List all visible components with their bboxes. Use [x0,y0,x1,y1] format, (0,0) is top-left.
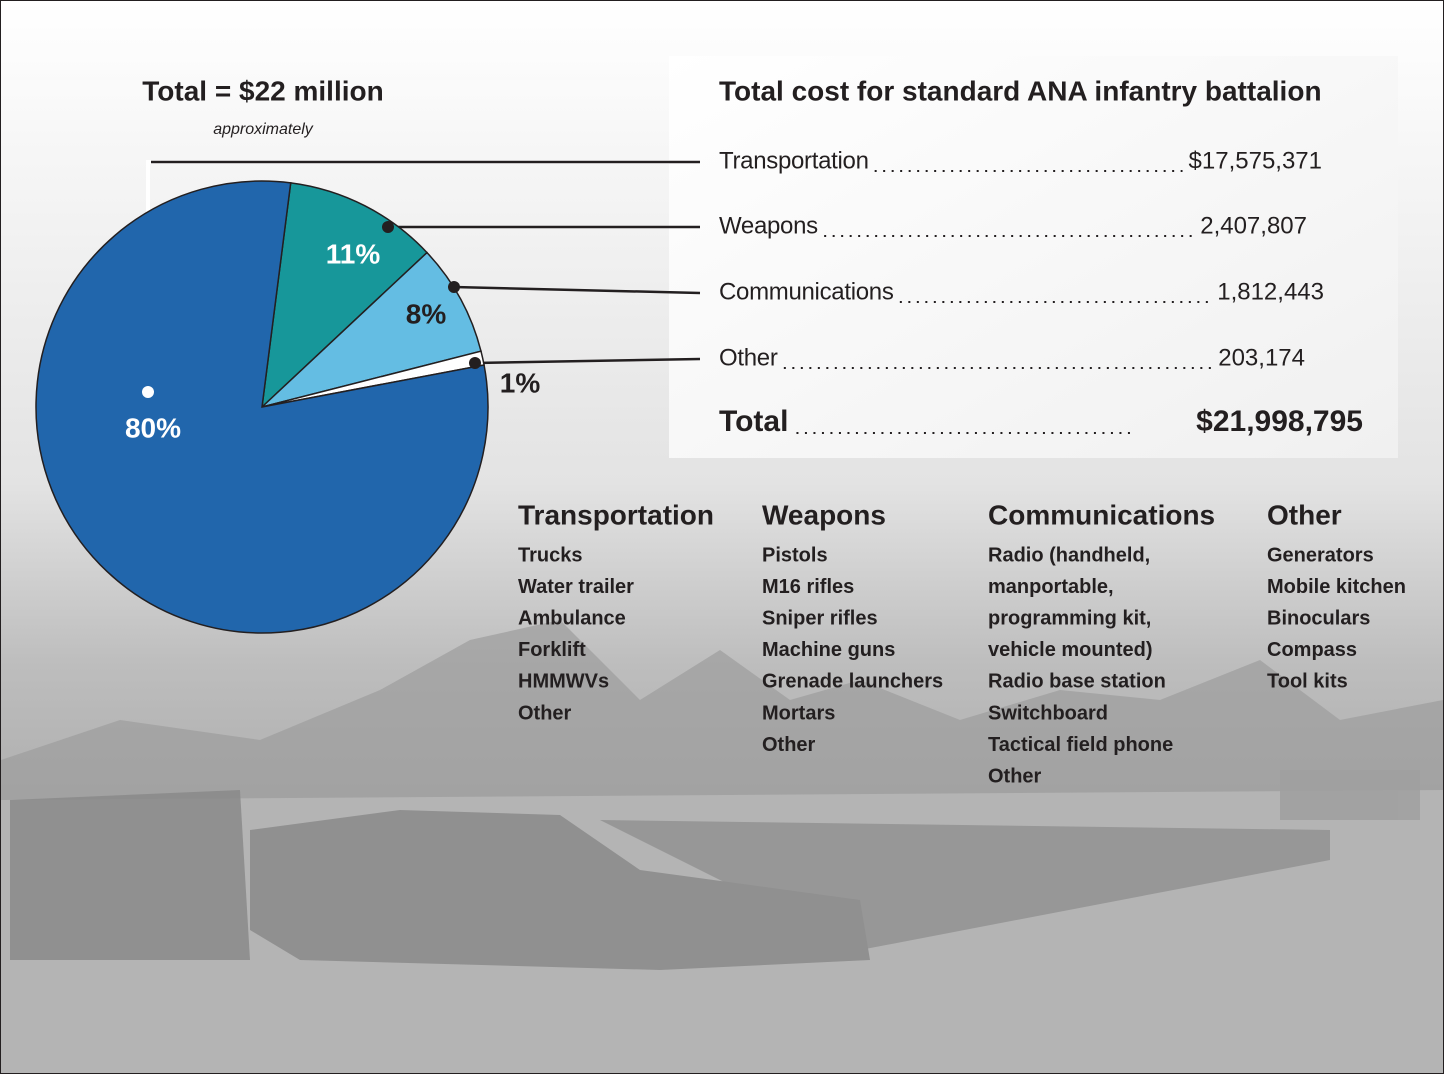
slice-label: 8% [406,298,447,329]
list-item: Mobile kitchen [1267,576,1406,598]
chart-title: Total = $22 million [142,75,383,106]
list-item: Compass [1267,639,1357,661]
list-item: Trucks [518,544,582,566]
list-item: Sniper rifles [762,607,878,629]
leader-dot [382,221,394,233]
list-item: Other [762,734,816,756]
list-item: Pistols [762,544,828,566]
row-amount: 2,407,807 [1200,212,1307,239]
list-item: Machine guns [762,639,895,661]
list-item: Switchboard [988,702,1108,724]
overlay: 11% 8% 1% 80% [125,221,540,443]
list-item: Generators [1267,544,1374,566]
list-item: HMMWVs [518,671,609,693]
list-item: Tool kits [1267,671,1348,693]
list-item: Forklift [518,639,586,661]
list-item: vehicle mounted) [988,639,1152,661]
list-item: Other [988,765,1042,787]
leader-dot [142,386,154,398]
list-item: Other [518,702,572,724]
slice-label: 1% [500,367,541,398]
list-item: Binoculars [1267,607,1370,629]
list-item: Radio (handheld, [988,544,1150,566]
row-amount: 203,174 [1218,344,1305,371]
row-label: Weapons [719,212,818,239]
row-label: Other [719,344,778,371]
pie-slice [260,181,429,409]
list-item: Radio base station [988,671,1166,693]
list-heading: Transportation [518,499,714,530]
row-label: Communications [719,278,894,305]
list-item: Ambulance [518,607,626,629]
list-item: manportable, [988,576,1114,598]
leader-dot [448,281,460,293]
table-title: Total cost for standard ANA infantry bat… [719,75,1322,106]
list-item: Mortars [762,702,835,724]
chart-subtitle: approximately [213,121,314,138]
slice-label: 80% [125,412,181,443]
list-heading: Communications [988,499,1215,530]
table-box [669,56,1398,458]
vehicles [10,770,1420,970]
row-label: Transportation [719,147,869,174]
list-item: M16 rifles [762,576,854,598]
pie [35,180,489,634]
total-label: Total [719,405,788,438]
list-item: Tactical field phone [988,734,1173,756]
leader-dot [469,357,481,369]
row-amount: 1,812,443 [1217,278,1324,305]
total-amount: $21,998,795 [1196,405,1363,438]
list-heading: Weapons [762,499,886,530]
list-heading: Other [1267,499,1342,530]
row-amount: $17,575,371 [1189,147,1322,174]
list-item: Water trailer [518,576,634,598]
slice-label: 11% [326,238,381,269]
list-item: Grenade launchers [762,671,943,693]
list-item: programming kit, [988,607,1151,629]
mountains [1,620,1443,820]
pie-slice [35,180,489,634]
pie-slice [261,251,482,408]
